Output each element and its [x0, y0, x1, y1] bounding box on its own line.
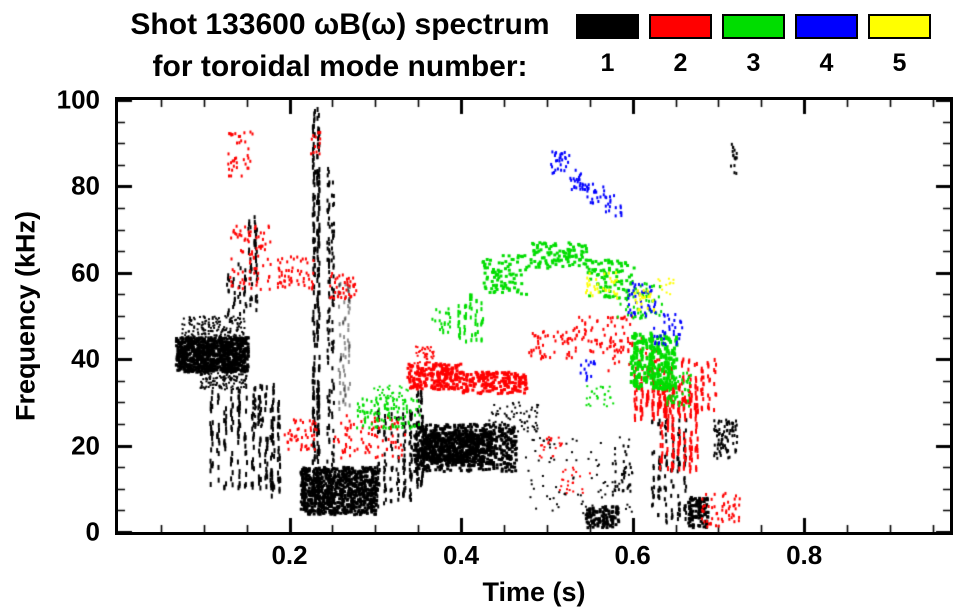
y-tick-labels: 0 20 40 60 80 100 — [0, 85, 106, 547]
legend: 1 2 3 4 5 — [576, 14, 931, 78]
legend-swatch-n3 — [722, 14, 785, 39]
legend-label-n1: 1 — [600, 49, 615, 77]
legend-swatch-n5 — [868, 14, 931, 39]
plot-frame — [115, 97, 953, 535]
legend-label-n3: 3 — [746, 49, 761, 77]
legend-swatch-n4 — [795, 14, 858, 39]
legend-swatch-n1 — [576, 14, 639, 39]
legend-item-n3: 3 — [722, 14, 785, 78]
legend-label-n2: 2 — [673, 49, 688, 77]
legend-label-n5: 5 — [892, 49, 907, 77]
chart-title: Shot 133600 ωB(ω) spectrum for toroidal … — [100, 4, 580, 88]
x-tick-label: 0.4 — [443, 540, 480, 570]
legend-swatch-n2 — [649, 14, 712, 39]
y-tick-label: 0 — [85, 516, 100, 547]
y-tick-label: 80 — [71, 170, 100, 201]
x-tick-label: 0.8 — [786, 540, 823, 570]
legend-item-n5: 5 — [868, 14, 931, 78]
legend-label-n4: 4 — [819, 49, 834, 77]
legend-item-n4: 4 — [795, 14, 858, 78]
chart-title-line1: Shot 133600 ωB(ω) spectrum — [130, 8, 550, 41]
y-tick-label: 20 — [71, 430, 100, 461]
chart-title-line2: for toroidal mode number: — [152, 50, 528, 83]
x-tick-labels: 0.2 0.4 0.6 0.8 — [118, 540, 950, 570]
legend-item-n1: 1 — [576, 14, 639, 78]
x-tick-label: 0.2 — [271, 540, 308, 570]
legend-item-n2: 2 — [649, 14, 712, 78]
x-tick-label: 0.6 — [614, 540, 651, 570]
y-tick-label: 100 — [56, 84, 100, 115]
y-tick-label: 40 — [71, 343, 100, 374]
x-axis-label: Time (s) — [482, 577, 586, 607]
y-axis-label: Frequency (kHz) — [10, 210, 41, 422]
spectrogram-plot — [118, 100, 950, 532]
y-tick-label: 60 — [71, 257, 100, 288]
